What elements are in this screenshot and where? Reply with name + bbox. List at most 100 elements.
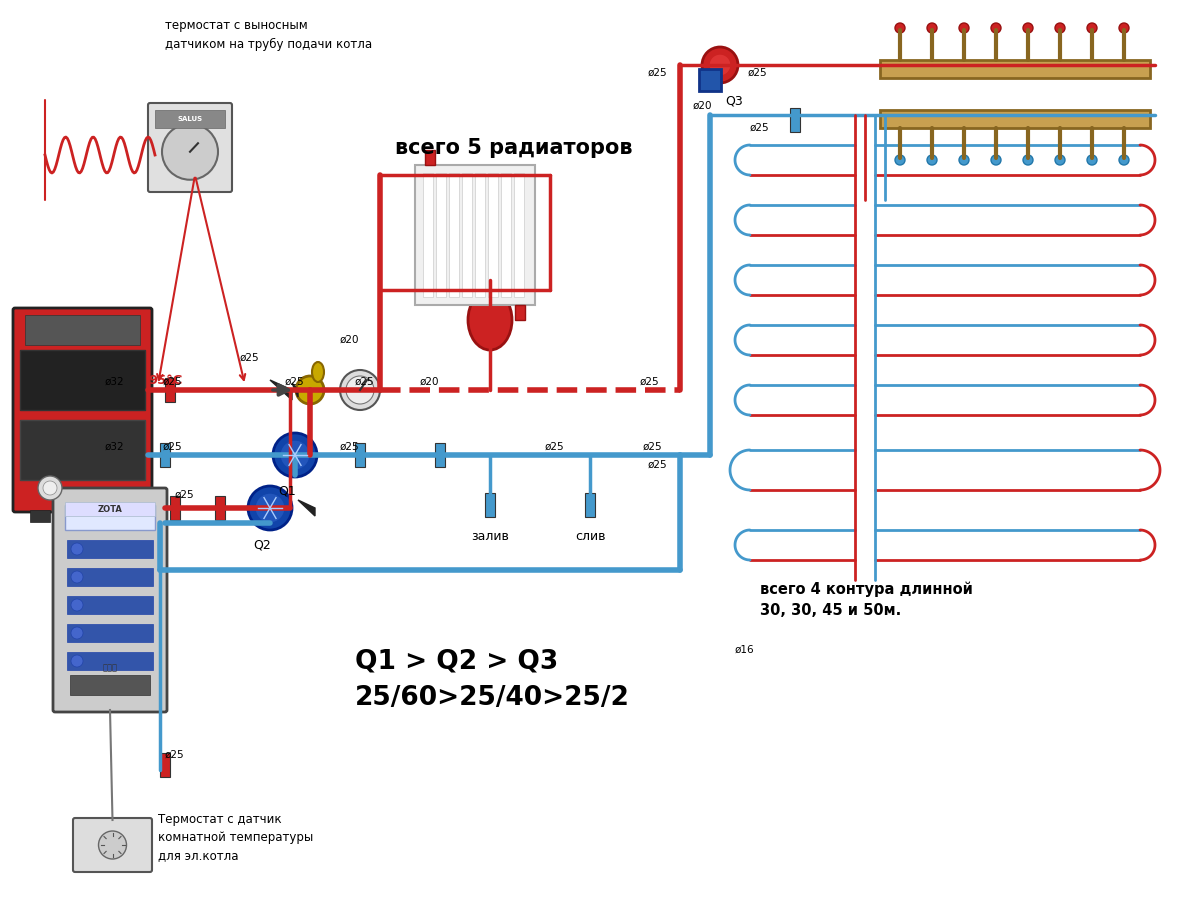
Circle shape bbox=[1055, 23, 1065, 33]
Text: ø25: ø25 bbox=[640, 377, 659, 387]
Text: залив: залив bbox=[471, 530, 508, 543]
Polygon shape bbox=[299, 500, 315, 516]
Bar bbox=[423, 173, 433, 297]
Text: ø25: ø25 bbox=[546, 442, 565, 452]
Circle shape bbox=[1087, 155, 1097, 165]
Text: ø25: ø25 bbox=[751, 123, 770, 133]
Text: ø25: ø25 bbox=[341, 442, 360, 452]
Text: всего 5 радиаторов: всего 5 радиаторов bbox=[394, 138, 633, 158]
Text: слив: слив bbox=[574, 530, 605, 543]
Circle shape bbox=[1023, 23, 1034, 33]
Circle shape bbox=[1055, 155, 1065, 165]
Bar bbox=[65, 502, 155, 516]
Circle shape bbox=[347, 376, 374, 404]
Bar bbox=[67, 568, 153, 586]
Circle shape bbox=[701, 47, 739, 83]
Bar bbox=[355, 443, 364, 467]
Circle shape bbox=[1023, 155, 1034, 165]
Bar bbox=[165, 378, 175, 402]
Bar bbox=[880, 60, 1150, 78]
Bar bbox=[462, 173, 472, 297]
Circle shape bbox=[71, 627, 83, 639]
Text: ø25: ø25 bbox=[240, 353, 260, 363]
Bar bbox=[159, 753, 170, 777]
Text: ø20: ø20 bbox=[420, 377, 440, 387]
Bar bbox=[20, 350, 145, 410]
Bar bbox=[436, 173, 446, 297]
Circle shape bbox=[248, 486, 293, 530]
Text: ø25: ø25 bbox=[285, 377, 305, 387]
Text: Термостат с датчик
комнатной температуры
для эл.котла: Термостат с датчик комнатной температуры… bbox=[158, 814, 313, 862]
Circle shape bbox=[273, 433, 317, 477]
Text: ø25: ø25 bbox=[355, 377, 374, 387]
Bar bbox=[159, 443, 170, 467]
Polygon shape bbox=[270, 380, 293, 400]
Text: ø32: ø32 bbox=[106, 442, 125, 452]
Bar bbox=[67, 624, 153, 642]
Bar bbox=[70, 675, 150, 695]
Text: Q3: Q3 bbox=[725, 95, 742, 108]
Circle shape bbox=[71, 599, 83, 611]
Text: ø20: ø20 bbox=[693, 101, 712, 111]
Bar bbox=[115, 510, 135, 522]
Text: Q1 > Q2 > Q3
25/60>25/40>25/2: Q1 > Q2 > Q3 25/60>25/40>25/2 bbox=[355, 649, 629, 711]
Bar bbox=[20, 420, 145, 480]
Text: всего 4 контура длинной
30, 30, 45 и 50м.: всего 4 контура длинной 30, 30, 45 и 50м… bbox=[760, 581, 972, 618]
Circle shape bbox=[894, 23, 905, 33]
FancyBboxPatch shape bbox=[147, 103, 231, 192]
Bar bbox=[448, 173, 459, 297]
Circle shape bbox=[38, 476, 62, 500]
Bar bbox=[415, 165, 535, 305]
Circle shape bbox=[98, 831, 127, 859]
Circle shape bbox=[1119, 155, 1129, 165]
FancyBboxPatch shape bbox=[53, 488, 167, 712]
Text: ø25: ø25 bbox=[163, 377, 182, 387]
Text: ø25: ø25 bbox=[175, 490, 194, 500]
Bar bbox=[170, 496, 180, 520]
Bar bbox=[790, 108, 800, 132]
Polygon shape bbox=[293, 383, 299, 397]
Circle shape bbox=[959, 155, 969, 165]
Bar bbox=[516, 305, 525, 320]
Ellipse shape bbox=[468, 290, 512, 350]
Bar bbox=[155, 110, 225, 128]
Circle shape bbox=[894, 155, 905, 165]
Text: ø32: ø32 bbox=[106, 377, 125, 387]
Text: ø25: ø25 bbox=[163, 442, 182, 452]
Bar bbox=[585, 493, 595, 517]
Circle shape bbox=[927, 155, 936, 165]
Circle shape bbox=[71, 571, 83, 583]
Circle shape bbox=[71, 655, 83, 667]
Circle shape bbox=[959, 23, 969, 33]
Bar bbox=[435, 443, 445, 467]
Circle shape bbox=[1087, 23, 1097, 33]
Text: термостат с выносным
датчиком на трубу подачи котла: термостат с выносным датчиком на трубу п… bbox=[165, 20, 372, 50]
Text: ø25: ø25 bbox=[165, 750, 185, 760]
Text: ø25: ø25 bbox=[643, 442, 663, 452]
Text: ø25: ø25 bbox=[647, 68, 668, 78]
Bar bbox=[67, 652, 153, 670]
Circle shape bbox=[43, 481, 58, 495]
Text: ø20: ø20 bbox=[341, 335, 360, 345]
Bar bbox=[475, 173, 486, 297]
Circle shape bbox=[992, 155, 1001, 165]
Circle shape bbox=[927, 23, 936, 33]
Bar bbox=[488, 173, 498, 297]
Text: ZOTA: ZOTA bbox=[97, 505, 122, 514]
Text: SALUS: SALUS bbox=[177, 116, 203, 122]
Text: Q1: Q1 bbox=[278, 485, 296, 498]
Text: Q2: Q2 bbox=[253, 538, 271, 551]
Bar bbox=[30, 510, 50, 522]
Text: ø25: ø25 bbox=[647, 460, 668, 470]
Circle shape bbox=[281, 440, 311, 470]
Circle shape bbox=[296, 376, 324, 404]
Bar bbox=[501, 173, 511, 297]
Bar bbox=[67, 540, 153, 558]
Circle shape bbox=[341, 370, 380, 410]
Bar bbox=[486, 493, 495, 517]
Bar bbox=[65, 505, 155, 530]
Circle shape bbox=[709, 54, 731, 76]
Bar bbox=[215, 496, 225, 520]
Ellipse shape bbox=[312, 362, 324, 382]
Circle shape bbox=[162, 123, 218, 180]
